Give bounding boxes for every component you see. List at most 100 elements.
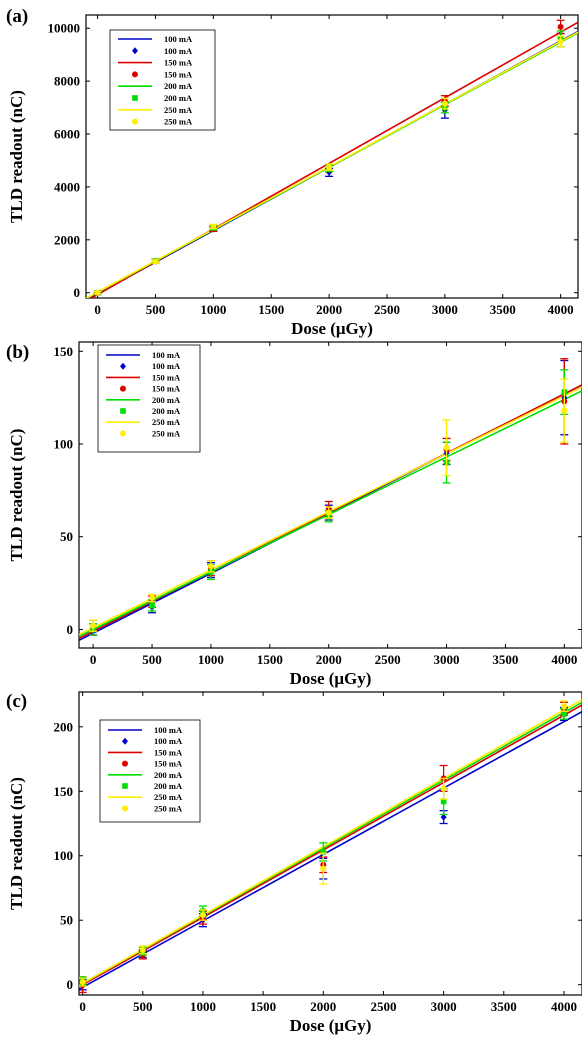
x-tick-label: 2000 (316, 302, 342, 317)
fit-line-100-mA (79, 710, 582, 990)
chart-c: 0 500 1000 1500 2000 2500 3000 3500 4000 0 50 100 15… (7, 691, 582, 1035)
x-tick-label: 1000 (190, 999, 216, 1014)
x-tick-label: 3000 (432, 302, 458, 317)
legend-label: 200 mA (152, 406, 181, 416)
data-point (79, 979, 86, 986)
y-tick-label: 8000 (54, 74, 80, 89)
chart-a: 0 500 1000 1500 2000 2500 3000 3500 4000 0 2000 400… (7, 14, 579, 338)
y-tick-label: 10000 (48, 21, 81, 36)
data-point (90, 622, 97, 629)
legend-label: 150 mA (152, 384, 181, 394)
plot-frame (78, 691, 582, 996)
data-point (210, 223, 217, 230)
legend-label: 200 mA (154, 781, 183, 791)
legend-marker (132, 47, 138, 55)
y-tick-label: 150 (54, 344, 74, 359)
legend-label: 100 mA (164, 34, 193, 44)
data-point (94, 289, 101, 296)
y-tick-label: 0 (74, 285, 81, 300)
legend-label: 150 mA (154, 759, 183, 769)
data-point (207, 563, 214, 570)
legend-box (99, 719, 201, 823)
data-point (561, 407, 568, 414)
data-point (557, 38, 564, 45)
legend-label: 150 mA (152, 372, 181, 382)
x-tick-label: 3000 (431, 999, 457, 1014)
y-tick-label: 100 (54, 437, 74, 452)
x-tick-label: 4000 (548, 302, 574, 317)
panel-c-label: (c) (6, 691, 27, 712)
x-tick-label: 500 (133, 999, 153, 1014)
x-tick-label: 1000 (200, 302, 226, 317)
x-tick-label: 2500 (370, 999, 396, 1014)
data-point (149, 594, 156, 601)
x-tick-label: 1000 (198, 652, 224, 667)
data-point (325, 509, 332, 516)
y-axis-label: TLD readout (nC) (7, 429, 26, 562)
legend-label: 100 mA (154, 725, 183, 735)
x-tick-label: 3500 (491, 999, 517, 1014)
x-tick-label: 4000 (551, 652, 577, 667)
y-tick-label: 0 (67, 977, 74, 992)
data-point (561, 711, 567, 717)
x-tick-label: 0 (94, 302, 101, 317)
data-point (152, 258, 159, 265)
legend-label: 250 mA (154, 803, 183, 813)
legend-label: 100 mA (152, 361, 181, 371)
legend-label: 100 mA (152, 350, 181, 360)
x-tick-label: 1500 (250, 999, 276, 1014)
x-tick-label: 2000 (310, 999, 336, 1014)
legend-label: 100 mA (164, 46, 193, 56)
y-tick-label: 0 (67, 622, 74, 637)
x-tick-label: 4000 (551, 999, 577, 1014)
plot-frame (78, 341, 582, 649)
plot-frame (85, 14, 579, 299)
x-tick-label: 2000 (316, 652, 342, 667)
x-tick-label: 3500 (490, 302, 516, 317)
legend-label: 200 mA (164, 81, 193, 91)
x-tick-label: 2500 (374, 302, 400, 317)
legend-label: 200 mA (164, 93, 193, 103)
legend-marker (132, 95, 138, 101)
legend-label: 200 mA (154, 770, 183, 780)
legend-label: 150 mA (164, 69, 193, 79)
panel-c: (c) 0 500 1000 1500 2000 2500 3000 3500 4000 0 50 1… (6, 691, 582, 1035)
legend-marker (122, 737, 128, 745)
y-tick-label: 6000 (54, 127, 80, 142)
y-tick-label: 150 (54, 784, 74, 799)
x-axis-label: Dose (μGy) (291, 319, 373, 338)
chart-b: 0 500 1000 1500 2000 2500 3000 3500 4000 0 50 100 15… (7, 341, 582, 688)
data-point (320, 865, 327, 872)
x-tick-label: 3500 (492, 652, 518, 667)
legend-label: 100 mA (154, 736, 183, 746)
fit-line-250-mA (79, 699, 582, 987)
legend-marker (120, 385, 126, 392)
x-tick-label: 500 (142, 652, 162, 667)
legend-marker (122, 805, 128, 812)
legend-box (97, 344, 201, 453)
legend-marker (132, 118, 138, 125)
data-point (440, 785, 447, 792)
legend-box (109, 29, 216, 131)
x-tick-label: 500 (146, 302, 166, 317)
x-tick-label: 1500 (257, 652, 283, 667)
x-tick-label: 1500 (258, 302, 284, 317)
data-point (557, 23, 564, 30)
data-point (441, 100, 448, 107)
data-point (139, 946, 146, 953)
panel-b: (b) 0 500 1000 1500 2000 2500 3000 3500 4000 0 50 1… (6, 341, 582, 688)
data-point (560, 703, 567, 710)
data-point (199, 912, 206, 919)
y-tick-label: 50 (60, 913, 73, 928)
legend-marker (120, 362, 126, 370)
legend-label: 250 mA (154, 792, 183, 802)
legend-label: 150 mA (164, 58, 193, 68)
legend-label: 200 mA (152, 395, 181, 405)
y-tick-label: 50 (60, 529, 73, 544)
x-tick-label: 0 (90, 652, 97, 667)
x-axis-label: Dose (μGy) (290, 669, 372, 688)
